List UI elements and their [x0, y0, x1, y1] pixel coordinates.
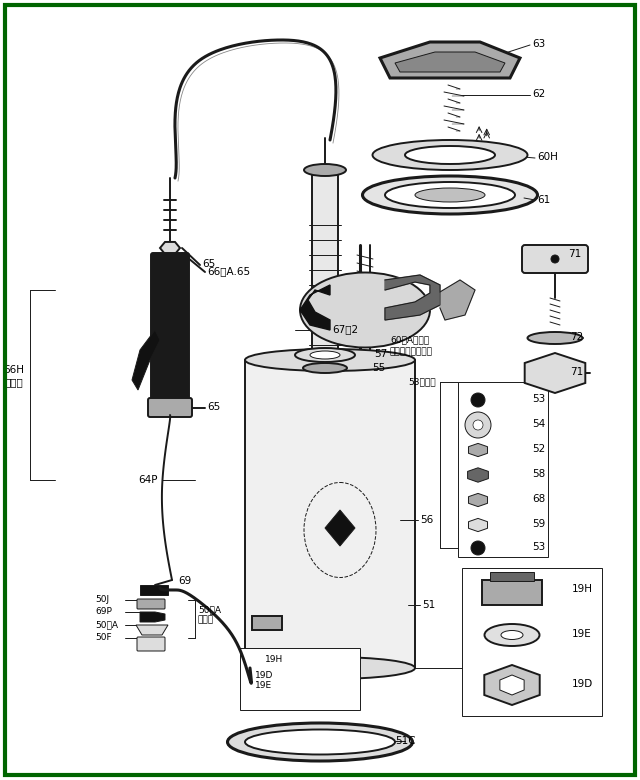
FancyBboxPatch shape — [137, 599, 165, 609]
Circle shape — [465, 412, 491, 438]
Polygon shape — [500, 675, 524, 695]
Text: 66－A.65: 66－A.65 — [207, 266, 250, 276]
Ellipse shape — [245, 729, 395, 754]
Ellipse shape — [484, 624, 540, 646]
Ellipse shape — [405, 146, 495, 164]
Text: 71: 71 — [570, 367, 583, 377]
Polygon shape — [440, 280, 475, 320]
Ellipse shape — [527, 332, 582, 344]
Polygon shape — [380, 42, 520, 78]
Polygon shape — [140, 612, 165, 622]
Text: 54: 54 — [532, 419, 545, 429]
Polygon shape — [468, 443, 488, 456]
Text: 67－2: 67－2 — [332, 324, 358, 334]
Ellipse shape — [300, 272, 430, 348]
Polygon shape — [490, 572, 534, 581]
Text: 19D: 19D — [572, 679, 593, 689]
Text: 19E: 19E — [255, 682, 272, 690]
Text: 50J: 50J — [95, 594, 109, 604]
Text: 61: 61 — [537, 195, 550, 205]
Polygon shape — [468, 519, 488, 532]
Polygon shape — [385, 275, 440, 320]
Text: 51C: 51C — [395, 736, 415, 746]
Text: 50F: 50F — [95, 633, 111, 643]
Text: 57: 57 — [374, 349, 387, 359]
Text: 53: 53 — [532, 542, 545, 552]
Text: 65: 65 — [207, 402, 220, 412]
Polygon shape — [395, 52, 505, 72]
Text: 19E: 19E — [572, 629, 592, 639]
Bar — [140, 585, 168, 595]
FancyBboxPatch shape — [148, 398, 192, 417]
Text: 50－A: 50－A — [95, 621, 118, 629]
Text: 53: 53 — [532, 394, 545, 404]
Text: 19H: 19H — [572, 584, 593, 594]
Bar — [252, 616, 282, 630]
Polygon shape — [325, 510, 355, 546]
Polygon shape — [136, 625, 168, 635]
Text: 60H: 60H — [537, 152, 558, 162]
Text: 66H: 66H — [3, 365, 24, 375]
Text: 50－A: 50－A — [198, 605, 221, 615]
Ellipse shape — [501, 630, 523, 640]
Ellipse shape — [245, 349, 415, 371]
Polygon shape — [468, 468, 488, 482]
Text: 53セット: 53セット — [408, 378, 436, 387]
Bar — [458, 382, 548, 557]
Polygon shape — [300, 285, 330, 330]
FancyBboxPatch shape — [522, 245, 588, 273]
Bar — [462, 568, 602, 716]
Text: 69P: 69P — [95, 608, 112, 616]
Circle shape — [473, 420, 483, 430]
Text: エアー抜き金具付: エアー抜き金具付 — [390, 348, 433, 356]
Text: 56: 56 — [420, 515, 433, 525]
Ellipse shape — [227, 723, 413, 761]
Text: 52: 52 — [532, 444, 545, 454]
Ellipse shape — [303, 363, 347, 373]
Text: 19D: 19D — [255, 672, 273, 680]
Ellipse shape — [310, 351, 340, 359]
Text: 59: 59 — [532, 519, 545, 529]
Text: 69: 69 — [178, 576, 191, 586]
Ellipse shape — [415, 188, 485, 202]
Text: 72: 72 — [570, 332, 583, 342]
Polygon shape — [482, 580, 542, 605]
Text: 63: 63 — [532, 39, 545, 49]
Ellipse shape — [385, 182, 515, 208]
Text: 60－Aセット: 60－Aセット — [390, 335, 429, 345]
Text: 64P: 64P — [138, 475, 158, 485]
Text: 65: 65 — [202, 259, 215, 269]
Text: 71: 71 — [568, 249, 581, 259]
Circle shape — [471, 541, 485, 555]
Ellipse shape — [245, 657, 415, 679]
Text: 68: 68 — [532, 494, 545, 504]
Text: 55: 55 — [372, 363, 385, 373]
Text: 19H: 19H — [265, 655, 284, 665]
FancyBboxPatch shape — [151, 253, 189, 402]
Text: 58: 58 — [532, 469, 545, 479]
Ellipse shape — [295, 348, 355, 362]
Polygon shape — [468, 494, 488, 506]
Polygon shape — [525, 353, 586, 393]
Circle shape — [471, 393, 485, 407]
Polygon shape — [132, 330, 160, 390]
Polygon shape — [160, 242, 180, 254]
Text: 51: 51 — [422, 600, 435, 610]
Circle shape — [551, 255, 559, 263]
Bar — [245, 360, 415, 668]
Text: 62: 62 — [532, 89, 545, 99]
Bar — [240, 648, 360, 710]
Ellipse shape — [362, 176, 538, 214]
Ellipse shape — [372, 140, 527, 170]
Polygon shape — [484, 665, 540, 705]
Ellipse shape — [304, 164, 346, 176]
Bar — [312, 170, 338, 360]
Text: セット: セット — [4, 377, 24, 387]
FancyBboxPatch shape — [137, 637, 165, 651]
Text: セット: セット — [198, 615, 214, 625]
